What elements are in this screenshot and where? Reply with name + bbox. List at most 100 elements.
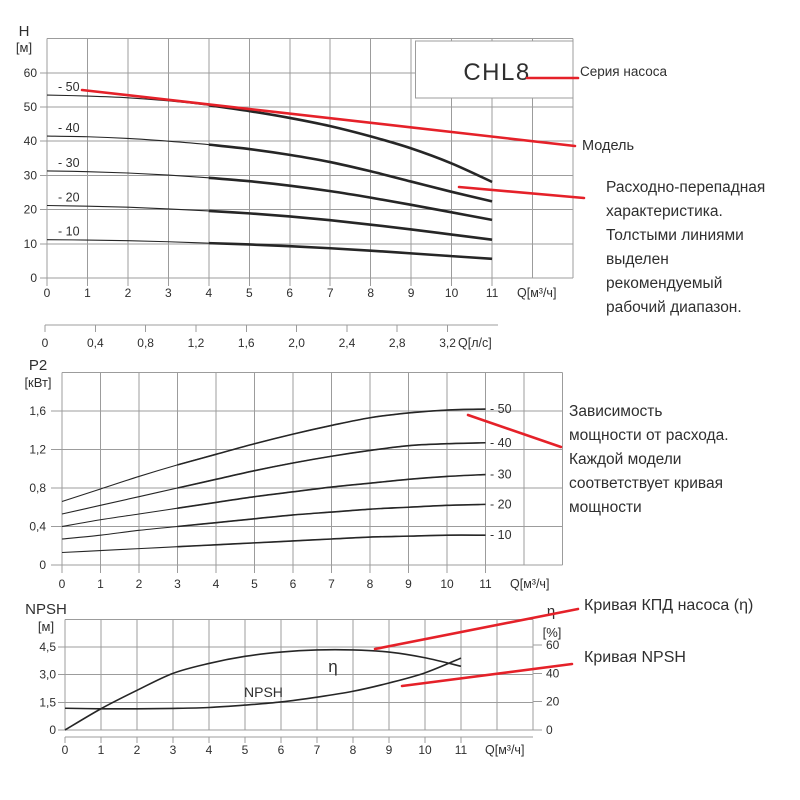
left-tick-label: 1,5 (39, 695, 56, 709)
x-tick-label: 1 (98, 743, 105, 757)
power-curve-main--20 (177, 503, 486, 528)
x-tick-label: 4 (206, 743, 213, 757)
power-curve-annotation: Зависимость мощности от расхода. Каждой … (569, 403, 729, 516)
curve-label--50: - 50 (58, 80, 80, 94)
x-tick-label: 3 (165, 286, 172, 300)
left-tick-label: 0 (49, 723, 56, 737)
x-tick-label: 1 (84, 286, 91, 300)
flow-scale-tick-label: 0,8 (137, 336, 154, 350)
flow-scale-tick-label: 1,6 (238, 336, 255, 350)
flow-scale-tick-label: 2,0 (288, 336, 305, 350)
x-tick-label: 5 (246, 286, 253, 300)
x-tick-label: 3 (170, 743, 177, 757)
flow-scale-tick-label: 2,4 (339, 336, 356, 350)
curve-label--40: - 40 (490, 436, 512, 450)
y-tick-label: 20 (24, 203, 38, 217)
flow-scale-tick-label: 2,8 (389, 336, 406, 350)
x-tick-label: 9 (408, 286, 415, 300)
flow-scale-tick-label: 0,4 (87, 336, 104, 350)
x-tick-label: 7 (327, 286, 334, 300)
y-axis-unit: [м] (16, 40, 32, 55)
x-tick-label: 3 (174, 577, 181, 591)
overlay-layer: CHL8 (80, 40, 586, 688)
right-tick-label: 60 (546, 638, 560, 652)
eta-curve-label: η (328, 657, 337, 676)
pump-curve--40 (46, 135, 493, 202)
x-tick-label: 9 (405, 577, 412, 591)
x-axis-unit-label: Q[м³/ч] (510, 577, 549, 591)
power-curve-main--30 (177, 473, 486, 510)
y-axis-title: H (19, 23, 30, 40)
x-tick-label: 8 (350, 743, 357, 757)
power-curve-main--10 (177, 534, 486, 548)
model-annotation: Модель (582, 138, 635, 154)
x-tick-label: 6 (290, 577, 297, 591)
curve-label--10: - 10 (490, 528, 512, 542)
eta-curve (64, 648, 462, 731)
right-tick-label: 0 (546, 723, 553, 737)
pump-curve--50 (46, 94, 493, 183)
left-axis-title: NPSH (25, 601, 67, 618)
right-tick-label: 40 (546, 666, 560, 680)
x-tick-label: 0 (59, 577, 66, 591)
left-tick-label: 4,5 (39, 640, 56, 654)
y-tick-label: 10 (24, 237, 38, 251)
series-name-text: CHL8 (463, 59, 530, 86)
head-note-pointer-line (457, 185, 586, 200)
curve-label--10: - 10 (58, 225, 80, 239)
npsh-note-pointer-line (400, 662, 574, 688)
power-curve-main--40 (177, 441, 486, 489)
x-tick-label: 5 (242, 743, 249, 757)
npsh-eta-chart: 0 1,5 3,0 4,5 0 20 40 60 0 1 2 3 4 5 6 7 8 9 10 11 Q[м³/ч] NP… (25, 601, 561, 757)
power-curve--10 (61, 534, 486, 554)
x-tick-label: 10 (445, 286, 459, 300)
power-flow-chart: 0 0,4 0,8 1,2 1,6 0 1 2 3 4 5 6 7 8 9 10 11 Q[м³/ч] P2[кВт… (24, 357, 563, 591)
x-tick-label: 4 (213, 577, 220, 591)
pump-curve-recommended--30 (208, 176, 493, 222)
y-axis-title: P2 (29, 357, 47, 374)
flow-scale-unit-label: Q[л/с] (458, 336, 492, 350)
curve-label--20: - 20 (58, 190, 80, 204)
model-pointer-line (80, 88, 577, 148)
x-tick-label: 8 (367, 286, 374, 300)
y-tick-label: 1,6 (29, 404, 46, 418)
y-tick-label: 0 (39, 558, 46, 572)
y-tick-label: 1,2 (29, 443, 46, 457)
x-tick-label: 5 (251, 577, 258, 591)
x-tick-label: 0 (62, 743, 69, 757)
curve-label--20: - 20 (490, 497, 512, 511)
flow-scale-tick-label: 1,2 (188, 336, 205, 350)
x-tick-label: 10 (440, 577, 454, 591)
npsh-curve-annotation: Кривая NPSH (584, 649, 686, 666)
head-curve-annotation: Расходно-перепадная характеристика. Толс… (606, 179, 766, 316)
x-tick-label: 1 (97, 577, 104, 591)
x-tick-label: 6 (278, 743, 285, 757)
pump-curve--20 (46, 204, 493, 241)
eta-note-pointer-line (373, 607, 580, 651)
y-tick-label: 0,8 (29, 481, 46, 495)
x-tick-label: 9 (386, 743, 393, 757)
power-note-pointer-line (466, 413, 563, 449)
x-tick-label: 8 (367, 577, 374, 591)
power-curve-main--50 (177, 408, 486, 466)
power-curve--30 (61, 473, 486, 528)
curve-label--40: - 40 (58, 121, 80, 135)
x-tick-label: 7 (314, 743, 321, 757)
x-axis-unit-label: Q[м³/ч] (517, 286, 556, 300)
npsh-curve (64, 657, 462, 710)
curve-label--30: - 30 (58, 156, 80, 170)
flow-scale-tick-label: 0 (42, 336, 49, 350)
curve-label--30: - 30 (490, 468, 512, 482)
right-axis-unit: [%] (543, 625, 562, 640)
x-tick-label: 2 (136, 577, 143, 591)
y-axis-unit: [кВт] (24, 375, 51, 390)
x-tick-label: 11 (486, 286, 499, 300)
flow-scale-tick-label: 3,2 (439, 336, 456, 350)
pump-curve-recommended--50 (208, 104, 493, 184)
series-annotation: Серия насоса (580, 64, 667, 79)
pump-curve--30 (46, 170, 493, 221)
y-tick-label: 60 (24, 66, 38, 80)
